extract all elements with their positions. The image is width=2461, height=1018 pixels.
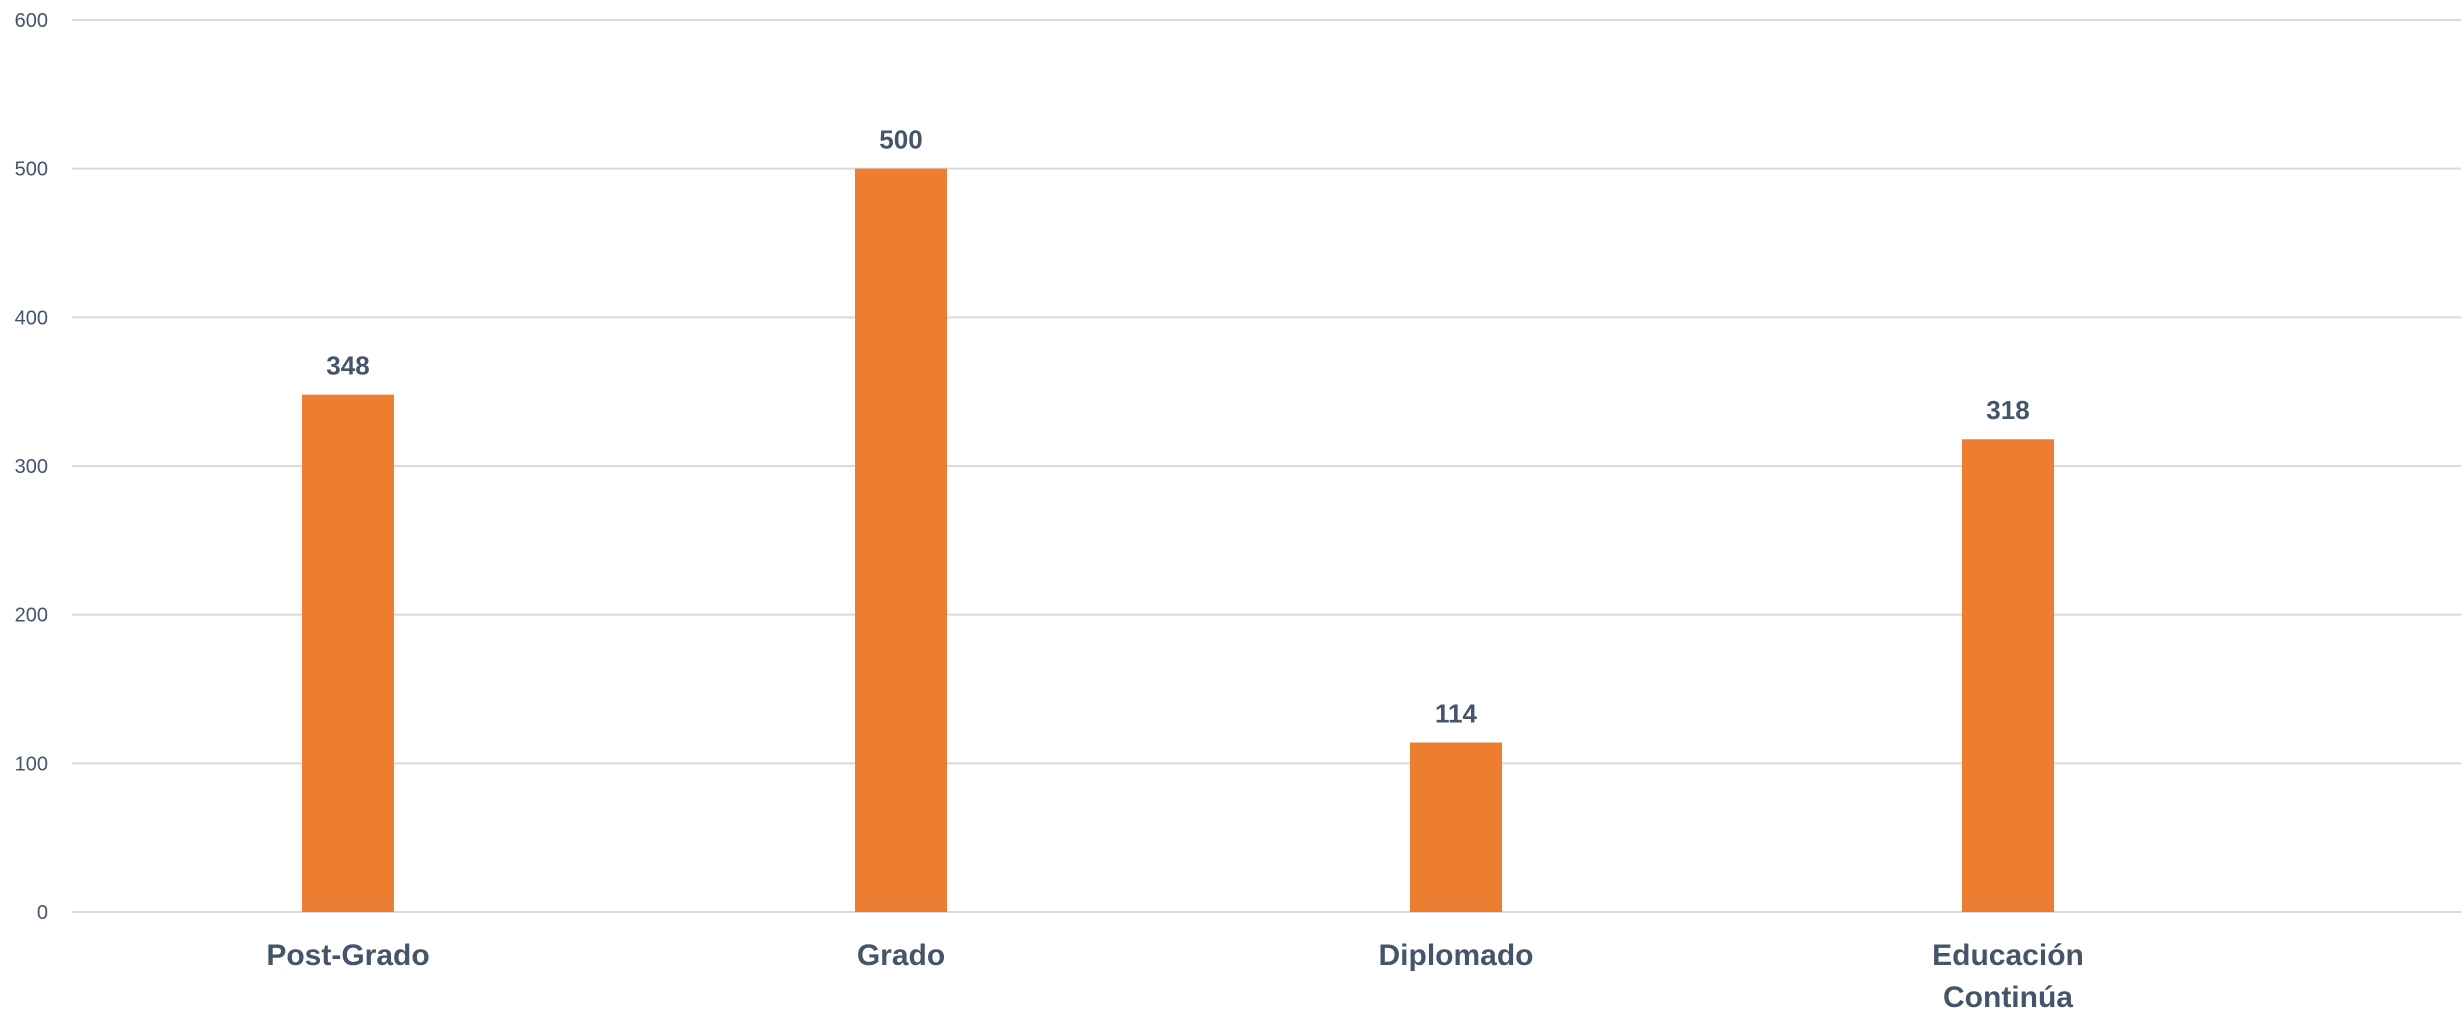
bar-2 (1410, 742, 1502, 912)
y-tick-label-200: 200 (15, 605, 48, 627)
bar-3 (1962, 439, 2054, 912)
y-tick-label-300: 300 (15, 456, 48, 478)
y-tick-label-600: 600 (15, 10, 48, 32)
category-label-2: Diplomado (1379, 939, 1534, 972)
data-label-1: 500 (879, 125, 922, 155)
bar-1 (855, 168, 947, 912)
bar-0 (302, 394, 394, 912)
category-label-0: Post-Grado (266, 939, 429, 972)
y-tick-label-500: 500 (15, 159, 48, 181)
data-label-0: 348 (326, 351, 369, 381)
category-label-1: Grado (857, 939, 945, 972)
y-tick-label-400: 400 (15, 307, 48, 329)
category-label-3-line-0: Educación (1932, 939, 2084, 972)
y-tick-label-0: 0 (37, 902, 48, 924)
y-tick-label-100: 100 (15, 753, 48, 775)
data-label-3: 318 (1986, 395, 2029, 425)
data-label-2: 114 (1435, 699, 1477, 729)
category-label-3-line-1: Continúa (1943, 981, 2073, 1013)
